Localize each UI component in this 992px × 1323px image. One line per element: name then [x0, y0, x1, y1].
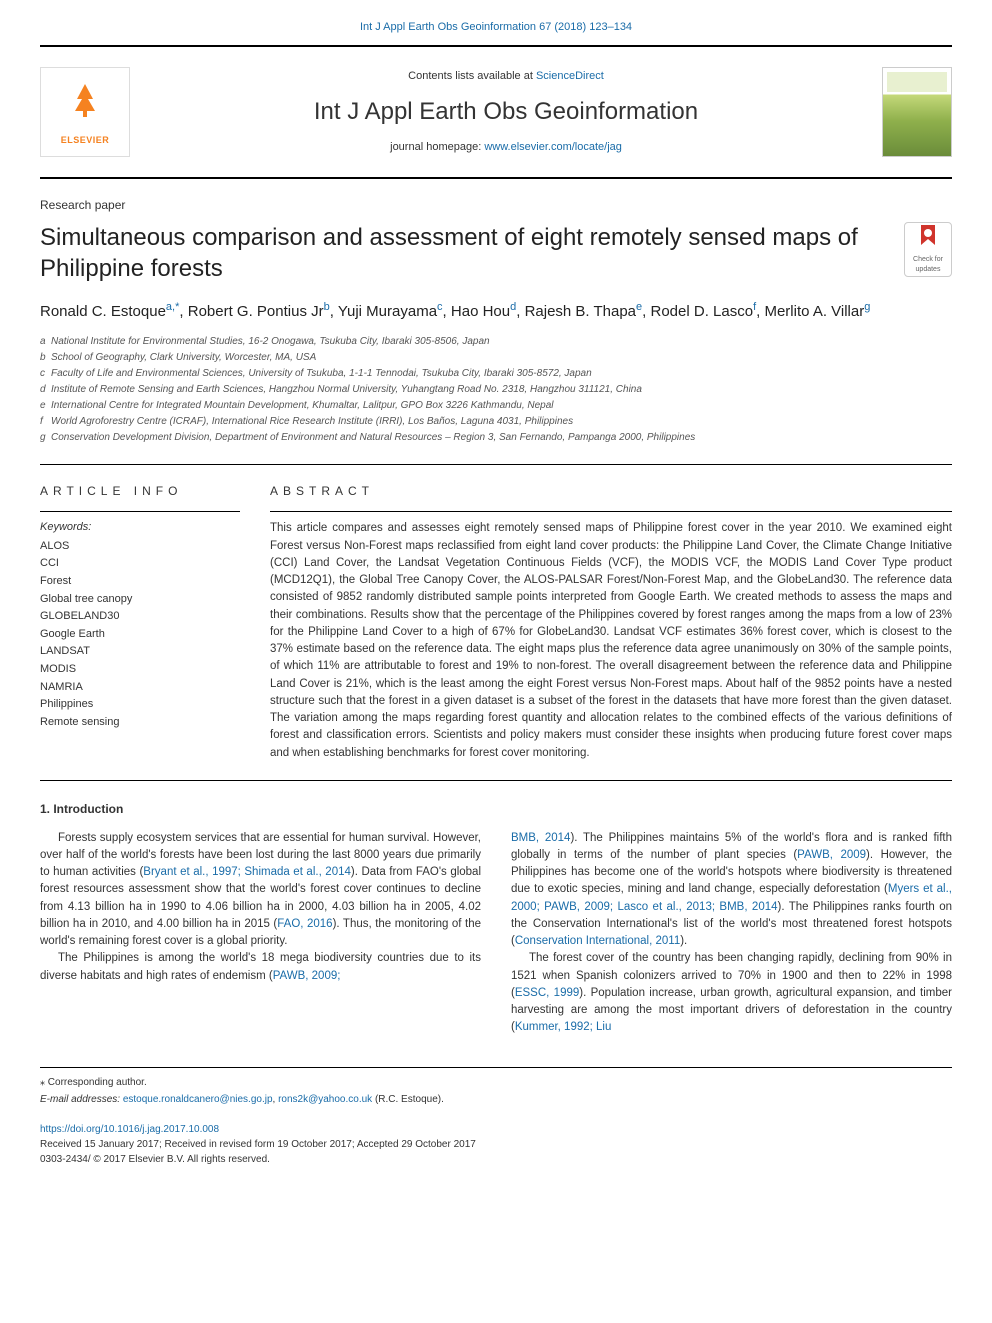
keyword: Global tree canopy [40, 591, 240, 609]
author: Ronald C. Estoquea,* [40, 303, 179, 320]
author: Rajesh B. Thapae [525, 303, 643, 320]
footer-block: https://doi.org/10.1016/j.jag.2017.10.00… [40, 1122, 952, 1167]
affiliation-marker: d [40, 382, 48, 398]
email-link[interactable]: estoque.ronaldcanero@nies.go.jp [123, 1094, 273, 1105]
info-abstract-row: ARTICLE INFO Keywords: ALOSCCIForestGlob… [40, 483, 952, 762]
abstract-column: ABSTRACT This article compares and asses… [270, 483, 952, 762]
keyword: ALOS [40, 538, 240, 556]
intro-heading: 1. Introduction [40, 801, 952, 818]
affiliations-list: aNational Institute for Environmental St… [40, 334, 952, 446]
affiliation-marker: f [40, 414, 48, 430]
article-type: Research paper [40, 179, 952, 222]
contents-line: Contents lists available at ScienceDirec… [145, 69, 867, 84]
affiliation-row: bSchool of Geography, Clark University, … [40, 350, 952, 366]
affiliation-text: School of Geography, Clark University, W… [51, 350, 316, 366]
keyword: NAMRIA [40, 679, 240, 697]
affiliation-row: aNational Institute for Environmental St… [40, 334, 952, 350]
affiliation-text: International Centre for Integrated Moun… [51, 398, 554, 414]
masthead-top-rule [40, 45, 952, 47]
email-label: E-mail addresses: [40, 1094, 123, 1105]
keywords-list: ALOSCCIForestGlobal tree canopyGLOBELAND… [40, 538, 240, 732]
updates-line1: Check for [913, 255, 943, 265]
body-paragraph: Forests supply ecosystem services that a… [40, 830, 481, 951]
author: Rodel D. Lascof [651, 303, 757, 320]
elsevier-wordmark: ELSEVIER [61, 134, 110, 147]
journal-title: Int J Appl Earth Obs Geoinformation [145, 95, 867, 129]
sciencedirect-link[interactable]: ScienceDirect [536, 70, 604, 82]
corresponding-author-note: ⁎ Corresponding author. [40, 1076, 952, 1090]
elsevier-logo[interactable]: ELSEVIER [40, 67, 130, 157]
tree-icon [65, 78, 105, 134]
keyword: Forest [40, 573, 240, 591]
affiliation-marker: g [40, 430, 48, 446]
body-col-right: BMB, 2014). The Philippines maintains 5%… [511, 830, 952, 1037]
body-paragraph: The forest cover of the country has been… [511, 950, 952, 1036]
body-paragraph: BMB, 2014). The Philippines maintains 5%… [511, 830, 952, 951]
email-author: (R.C. Estoque). [375, 1094, 444, 1105]
divider-rule-2 [40, 780, 952, 781]
affiliation-row: eInternational Centre for Integrated Mou… [40, 398, 952, 414]
keywords-label: Keywords: [40, 520, 240, 535]
authors-list: Ronald C. Estoquea,*, Robert G. Pontius … [40, 299, 952, 324]
updates-line2: updates [916, 265, 941, 275]
author: Merlito A. Villarg [764, 303, 870, 320]
affiliation-row: cFaculty of Life and Environmental Scien… [40, 366, 952, 382]
keyword: Philippines [40, 696, 240, 714]
body-columns: Forests supply ecosystem services that a… [40, 830, 952, 1037]
check-updates-badge[interactable]: Check for updates [904, 222, 952, 277]
manuscript-dates: Received 15 January 2017; Received in re… [40, 1137, 952, 1152]
affiliation-text: World Agroforestry Centre (ICRAF), Inter… [51, 414, 573, 430]
masthead: ELSEVIER Contents lists available at Sci… [40, 57, 952, 167]
issn-copyright: 0303-2434/ © 2017 Elsevier B.V. All righ… [40, 1152, 952, 1167]
affiliation-marker: c [40, 366, 48, 382]
affiliation-row: dInstitute of Remote Sensing and Earth S… [40, 382, 952, 398]
article-title: Simultaneous comparison and assessment o… [40, 222, 889, 284]
affiliation-marker: e [40, 398, 48, 414]
keyword: LANDSAT [40, 643, 240, 661]
corr-marker: ⁎ [40, 1077, 45, 1088]
author: Robert G. Pontius Jrb [188, 303, 330, 320]
keyword: CCI [40, 555, 240, 573]
divider-rule [40, 464, 952, 465]
bookmark-icon [919, 225, 937, 255]
email-link[interactable]: rons2k@yahoo.co.uk [278, 1094, 372, 1105]
affiliation-text: Faculty of Life and Environmental Scienc… [51, 366, 592, 382]
abstract-text: This article compares and assesses eight… [270, 520, 952, 762]
abstract-heading: ABSTRACT [270, 483, 952, 500]
affiliation-text: Institute of Remote Sensing and Earth Sc… [51, 382, 642, 398]
affiliation-row: gConservation Development Division, Depa… [40, 430, 952, 446]
affiliation-row: fWorld Agroforestry Centre (ICRAF), Inte… [40, 414, 952, 430]
affiliation-text: Conservation Development Division, Depar… [51, 430, 695, 446]
affiliation-marker: b [40, 350, 48, 366]
journal-homepage: journal homepage: www.elsevier.com/locat… [145, 140, 867, 155]
body-paragraph: The Philippines is among the world's 18 … [40, 950, 481, 985]
keyword: Remote sensing [40, 714, 240, 732]
email-line: E-mail addresses: estoque.ronaldcanero@n… [40, 1093, 952, 1107]
keyword: MODIS [40, 661, 240, 679]
author: Hao Houd [451, 303, 516, 320]
affiliation-text: National Institute for Environmental Stu… [51, 334, 490, 350]
keyword: Google Earth [40, 626, 240, 644]
affiliation-marker: a [40, 334, 48, 350]
article-info-heading: ARTICLE INFO [40, 483, 240, 500]
homepage-prefix: journal homepage: [390, 141, 484, 153]
journal-cover-thumbnail[interactable] [882, 67, 952, 157]
author: Yuji Murayamac [338, 303, 443, 320]
article-info-column: ARTICLE INFO Keywords: ALOSCCIForestGlob… [40, 483, 240, 762]
doi-link[interactable]: https://doi.org/10.1016/j.jag.2017.10.00… [40, 1122, 952, 1137]
keyword: GLOBELAND30 [40, 608, 240, 626]
body-col-left: Forests supply ecosystem services that a… [40, 830, 481, 1037]
running-header[interactable]: Int J Appl Earth Obs Geoinformation 67 (… [40, 0, 952, 45]
email-addresses: estoque.ronaldcanero@nies.go.jp, rons2k@… [123, 1094, 372, 1105]
title-row: Simultaneous comparison and assessment o… [40, 222, 952, 284]
info-rule [40, 511, 240, 512]
homepage-link[interactable]: www.elsevier.com/locate/jag [484, 141, 622, 153]
masthead-center: Contents lists available at ScienceDirec… [145, 69, 867, 155]
contents-prefix: Contents lists available at [408, 70, 536, 82]
corr-text: Corresponding author. [48, 1077, 147, 1088]
footnotes: ⁎ Corresponding author. E-mail addresses… [40, 1067, 952, 1107]
abstract-rule [270, 511, 952, 512]
